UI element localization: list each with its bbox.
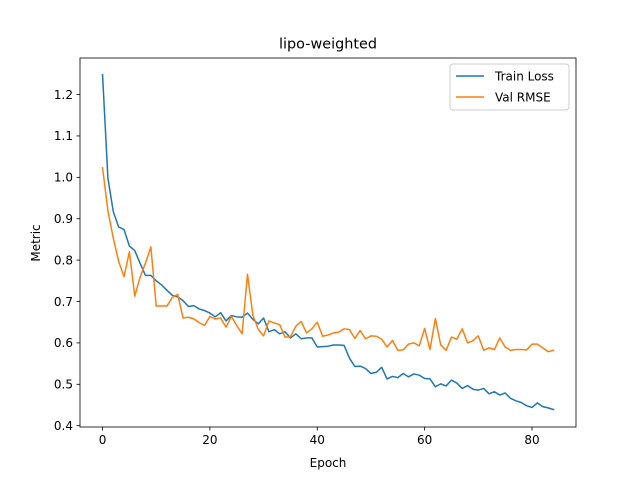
legend-label-0: Train Loss xyxy=(494,69,554,83)
chart-title: lipo-weighted xyxy=(279,37,377,53)
y-tick-label: 1.0 xyxy=(54,171,73,185)
y-tick-label: 1.1 xyxy=(54,129,73,143)
x-tick-label: 0 xyxy=(99,433,107,447)
y-tick-label: 0.6 xyxy=(54,336,73,350)
y-tick-label: 0.5 xyxy=(54,378,73,392)
y-tick-label: 0.8 xyxy=(54,253,73,267)
x-axis-label: Epoch xyxy=(310,456,347,470)
x-tick-label: 60 xyxy=(417,433,432,447)
y-tick-label: 1.2 xyxy=(54,88,73,102)
legend-label-1: Val RMSE xyxy=(495,90,551,104)
series-line-1 xyxy=(101,166,555,353)
x-tick-label: 20 xyxy=(202,433,217,447)
x-tick-label: 40 xyxy=(310,433,325,447)
x-tick-label: 80 xyxy=(524,433,539,447)
axes: 0 20 40 60 80 0.4 0.5 0.6 0.7 0.8 0.9 1.0 1.1 1.2 xyxy=(54,57,577,447)
y-tick-label: 0.9 xyxy=(54,212,73,226)
legend: Train Loss Val RMSE xyxy=(449,63,570,111)
plot-area xyxy=(101,73,555,411)
y-tick-label: 0.7 xyxy=(54,295,73,309)
y-tick-label: 0.4 xyxy=(54,419,73,433)
axes-frame xyxy=(79,57,577,428)
y-axis-label: Metric xyxy=(29,224,43,261)
